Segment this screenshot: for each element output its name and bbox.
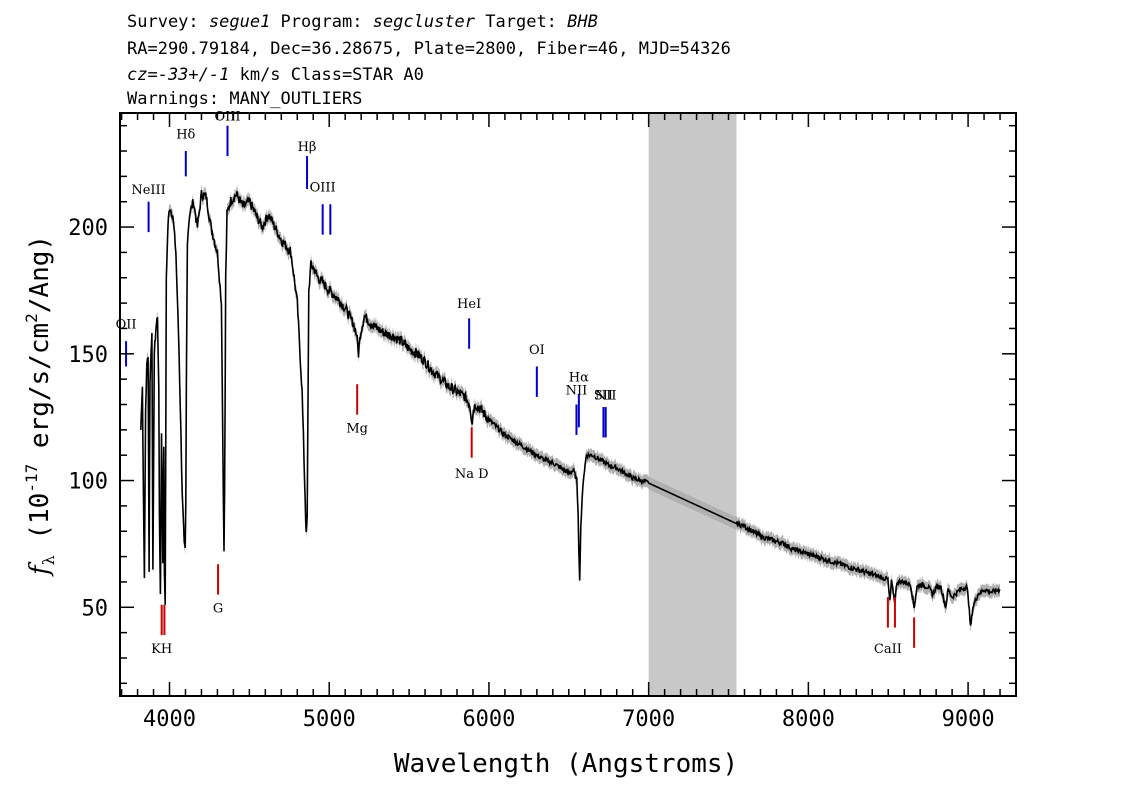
error-band-area bbox=[140, 183, 1001, 632]
y-tick-label: 50 bbox=[82, 596, 109, 621]
svg-text:fλ (10-17 erg/s/cm2/Ang): fλ (10-17 erg/s/cm2/Ang) bbox=[22, 235, 58, 577]
line-label-4: Hβ bbox=[298, 140, 317, 155]
line-label-1: NeIII bbox=[131, 183, 165, 198]
x-tick-label: 5000 bbox=[303, 707, 356, 732]
y-tick-label: 100 bbox=[68, 470, 108, 495]
header-line-3: cz=-33+/-1 km/s Class=STAR A0 bbox=[127, 65, 424, 85]
y-tick-label: 200 bbox=[68, 216, 108, 241]
line-label-8: OI bbox=[529, 343, 545, 358]
y-axis-label: fλ (10-17 erg/s/cm2/Ang) bbox=[22, 235, 58, 577]
spectrum-series bbox=[140, 190, 1001, 626]
line-markers: OIINeIIIHδOIIIHβOIIIHeIOINIIHαSIINIIMgNa… bbox=[116, 110, 916, 657]
x-tick-label: 9000 bbox=[942, 707, 995, 732]
x-tick-label: 8000 bbox=[782, 707, 835, 732]
header-line-1: Survey: segue1 Program: segcluster Targe… bbox=[127, 12, 598, 32]
axis-ticks: 4000 5000 6000 7000 8000 9000 50 100 150 200 bbox=[68, 113, 1017, 732]
x-tick-label: 6000 bbox=[462, 707, 515, 732]
line-label-0: OII bbox=[116, 317, 137, 332]
line-label-12: NII bbox=[595, 388, 617, 403]
plot-frame bbox=[119, 112, 1017, 697]
line-label-15: G bbox=[213, 601, 223, 616]
line-label-18: CaII bbox=[874, 642, 902, 657]
line-label-9: NII bbox=[566, 383, 588, 398]
line-label-2: Hδ bbox=[176, 127, 195, 142]
y-tick-label: 150 bbox=[68, 343, 108, 368]
spectrum-line bbox=[140, 190, 1001, 626]
x-tick-label: 7000 bbox=[622, 707, 675, 732]
masked-region bbox=[648, 113, 737, 696]
line-label-16: KH bbox=[151, 642, 172, 657]
header-line-2: RA=290.79184, Dec=36.28675, Plate=2800, … bbox=[127, 39, 731, 59]
x-tick-label: 4000 bbox=[143, 707, 196, 732]
error-band bbox=[140, 183, 1001, 632]
line-label-14: Na D bbox=[455, 467, 489, 482]
line-label-5: OIII bbox=[310, 181, 336, 196]
line-label-11: SII bbox=[594, 388, 613, 403]
header-line-4: Warnings: MANY_OUTLIERS bbox=[127, 89, 362, 109]
line-label-10: Hα bbox=[569, 371, 589, 386]
line-label-3: OIII bbox=[214, 110, 240, 125]
line-label-13: Mg bbox=[346, 421, 368, 436]
x-axis-label: Wavelength (Angstroms) bbox=[394, 749, 738, 779]
line-label-7: HeI bbox=[457, 297, 481, 312]
